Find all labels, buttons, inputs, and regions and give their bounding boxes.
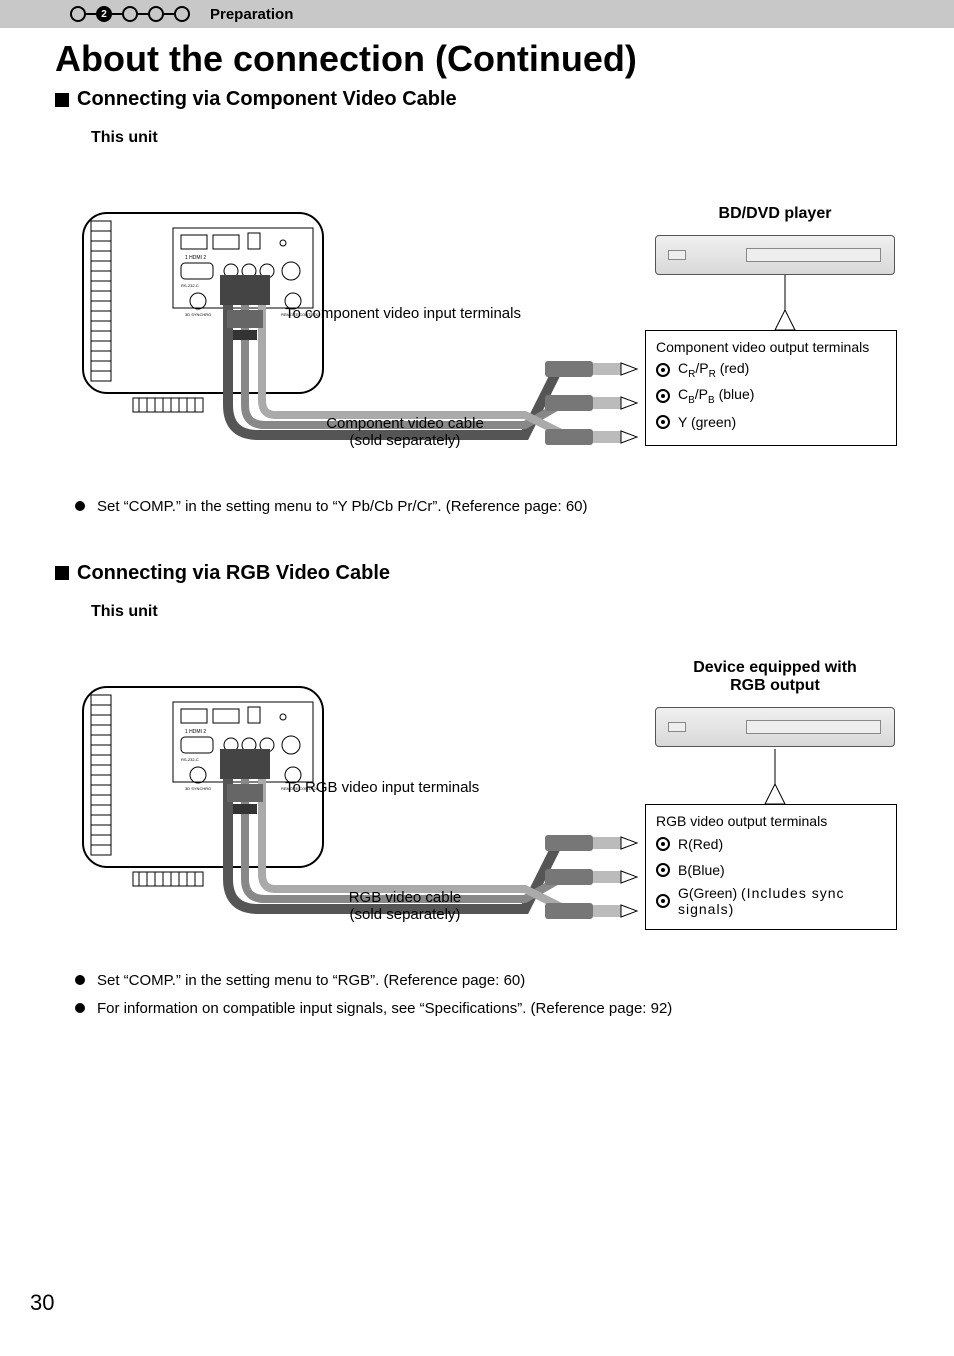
diagram-rgb: 1 HDMI 2 RS-232-C CR/PR CB/PB Y 3D SYNCH… [55,629,895,949]
square-bullet-icon [55,93,69,107]
terminal-label: CB/PB (blue) [678,386,754,406]
connector-icon [656,389,670,403]
progress-header: 2 Preparation [0,0,954,28]
page-number: 30 [30,1290,54,1316]
square-bullet-icon [55,566,69,580]
connector-icon [656,363,670,377]
diagram-component: 1 HDMI 2 RS-232-C CR/PR CB/PB Y 3D SYNCH… [55,155,895,475]
terminal-label: G(Green) (Includes sync signals) [678,885,886,917]
section1-heading: Connecting via Component Video Cable [55,88,899,111]
section1-bullets: Set “COMP.” in the setting menu to “Y Pb… [75,493,899,522]
terminal-label: CR/PR (red) [678,360,749,380]
connector-icon [656,415,670,429]
svg-text:CR/PR CB/PB Y: CR/PR CB/PB Y [225,283,255,288]
step-dot [174,6,190,22]
unit-label: This unit [91,603,899,621]
connector-icon [656,863,670,877]
step-dots: 2 [70,6,190,22]
unit-label: This unit [91,129,899,147]
terminal-label: B(Blue) [678,862,725,878]
section2-heading: Connecting via RGB Video Cable [55,562,899,585]
svg-text:3D SYNCHRO: 3D SYNCHRO [185,786,211,791]
cable-label: Component video cable (sold separately) [305,415,505,449]
rgb-device [655,707,895,747]
header-label: Preparation [210,6,293,23]
output-terminals-callout: RGB video output terminals R(Red) B(Blue… [645,804,897,930]
svg-text:RS-232-C: RS-232-C [181,283,199,288]
bullet-item: For information on compatible input sign… [75,995,899,1024]
step-dot [148,6,164,22]
step-dot [122,6,138,22]
svg-text:1 HDMI 2: 1 HDMI 2 [185,255,206,261]
step-dot [70,6,86,22]
bd-dvd-player [655,235,895,275]
connector-icon [656,837,670,851]
svg-text:RS-232-C: RS-232-C [181,757,199,762]
device-label: Device equipped with RGB output [655,659,895,695]
callout-title: RGB video output terminals [656,813,886,829]
svg-text:CR/PR CB/PB Y: CR/PR CB/PB Y [225,757,255,762]
cable-label: RGB video cable (sold separately) [305,889,505,923]
output-terminals-callout: Component video output terminals CR/PR (… [645,330,897,446]
step-dot-active: 2 [96,6,112,22]
svg-text:1 HDMI 2: 1 HDMI 2 [185,729,206,735]
terminal-label: Y (green) [678,414,736,430]
device-label: BD/DVD player [675,205,875,223]
input-terminals-label: To RGB video input terminals [285,779,479,796]
callout-title: Component video output terminals [656,339,886,355]
terminal-label: R(Red) [678,836,723,852]
bullet-item: Set “COMP.” in the setting menu to “RGB”… [75,967,899,996]
bullet-item: Set “COMP.” in the setting menu to “Y Pb… [75,493,899,522]
section2-bullets: Set “COMP.” in the setting menu to “RGB”… [75,967,899,1024]
page-title: About the connection (Continued) [55,38,899,80]
svg-text:3D SYNCHRO: 3D SYNCHRO [185,312,211,317]
input-terminals-label: To component video input terminals [285,305,521,322]
connector-icon [656,894,670,908]
